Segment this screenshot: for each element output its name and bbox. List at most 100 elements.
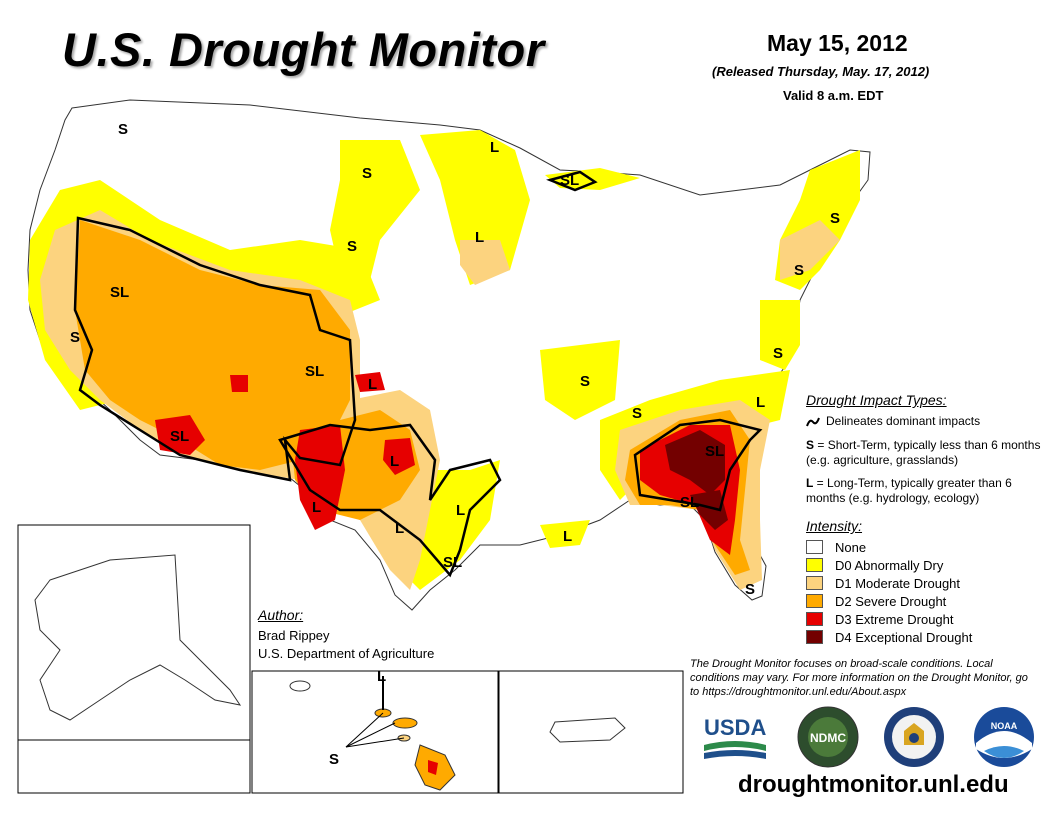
intensity-label: D3 Extreme Drought	[835, 611, 954, 627]
label-s-va: S	[773, 345, 783, 362]
d0-midatlantic	[760, 300, 800, 370]
map-date: May 15, 2012	[767, 30, 908, 56]
label-s-mt: S	[362, 165, 372, 182]
impact-line-label: Delineates dominant impacts	[826, 414, 981, 428]
intensity-swatch	[806, 630, 823, 644]
impact-labels: S S L SL L S S S SL S S SL L S S L SL L …	[70, 121, 840, 768]
hawaii-inset-frame	[251, 670, 499, 794]
label-sl-ga: SL	[705, 443, 724, 460]
release-date: (Released Thursday, May. 17, 2012)	[712, 64, 930, 79]
d1-northeast	[780, 220, 840, 280]
intensity-rows: None D0 Abnormally Dry D1 Moderate Drought…	[806, 538, 972, 646]
author-org: U.S. Department of Agriculture	[258, 646, 435, 661]
d3-arizona	[155, 415, 205, 455]
disclaimer-note: The Drought Monitor focuses on broad-sca…	[690, 658, 1028, 698]
label-l-ms: L	[456, 502, 465, 519]
alaska-shape	[34, 554, 242, 721]
d2-west	[75, 220, 350, 470]
impact-line-icon	[806, 417, 820, 427]
label-s-pnw: S	[118, 121, 128, 138]
label-s-tn: S	[632, 405, 642, 422]
label-sl-la: SL	[443, 554, 462, 571]
puerto-rico-shape	[549, 717, 626, 743]
label-s-ar: S	[580, 373, 590, 390]
label-s-pa: S	[794, 262, 804, 279]
intensity-swatch	[806, 558, 823, 572]
intensity-swatch	[806, 612, 823, 626]
ndmc-logo: NDMC	[797, 706, 859, 768]
label-l-hawaii: L	[377, 668, 386, 685]
intensity-row: D2 Severe Drought	[806, 592, 972, 610]
intensity-legend-header: Intensity:	[806, 518, 863, 534]
label-s-hawaii: S	[329, 751, 339, 768]
impact-boundaries	[73, 170, 763, 578]
valid-time: Valid 8 a.m. EDT	[783, 88, 884, 103]
intensity-row: D1 Moderate Drought	[806, 574, 972, 592]
impact-line-key: Delineates dominant impacts	[806, 414, 980, 428]
impact-line-southeast	[633, 418, 763, 512]
commerce-seal	[884, 707, 944, 767]
intensity-row: D4 Exceptional Drought	[806, 628, 972, 646]
intensity-row: None	[806, 538, 972, 556]
label-sl-az: SL	[170, 428, 189, 445]
impact-line-michigan	[546, 170, 598, 192]
d4-south-ga	[690, 490, 728, 530]
label-l-tx: L	[390, 453, 399, 470]
label-l-gulf: L	[563, 528, 572, 545]
d4-regions	[665, 430, 728, 530]
label-s-sd: S	[347, 238, 357, 255]
label-l-ia: L	[475, 229, 484, 246]
usda-logo: USDA	[704, 715, 766, 759]
impact-line-west	[73, 216, 357, 482]
svg-text:NDMC: NDMC	[810, 731, 846, 745]
intensity-label: D2 Severe Drought	[835, 593, 947, 609]
short-term-text: = Short-Term, typically less than 6 mont…	[806, 438, 1041, 467]
d0-northplains	[330, 140, 420, 280]
label-l-ok: L	[368, 376, 377, 393]
label-sl-nv: SL	[110, 284, 129, 301]
short-term-key: S	[806, 438, 815, 452]
short-term-def: S = Short-Term, typically less than 6 mo…	[806, 438, 1046, 468]
d0-midsouth	[540, 340, 620, 420]
impact-legend: Drought Impact Types: Delineates dominan…	[806, 392, 1046, 505]
author-header: Author:	[258, 607, 304, 623]
svg-text:USDA: USDA	[704, 715, 766, 740]
long-term-def: L = Long-Term, typically greater than 6 …	[806, 476, 1046, 506]
hawaii-pointer-lines	[345, 712, 405, 748]
intensity-label: D4 Exceptional Drought	[835, 629, 973, 645]
long-term-text: = Long-Term, typically greater than 6 mo…	[806, 476, 1012, 505]
author-name: Brad Rippey	[258, 628, 330, 643]
author-block: Author: Brad Rippey U.S. Department of A…	[258, 606, 434, 663]
noaa-logo: NOAA	[974, 707, 1034, 767]
long-term-key: L	[806, 476, 814, 490]
label-l-nc: L	[756, 394, 765, 411]
label-l-tx-south: L	[395, 520, 404, 537]
label-sl-mi: SL	[560, 172, 579, 189]
intensity-label: None	[835, 539, 867, 555]
intensity-row: D0 Abnormally Dry	[806, 556, 972, 574]
d0-gulf	[540, 520, 590, 548]
map-title: U.S. Drought Monitor	[62, 23, 545, 76]
intensity-legend: Intensity: None D0 Abnormally Dry D1 Moder…	[806, 518, 972, 646]
svg-text:NOAA: NOAA	[991, 721, 1018, 731]
label-sl-co: SL	[305, 363, 324, 380]
intensity-label: D1 Moderate Drought	[835, 575, 961, 591]
d4-georgia	[665, 430, 725, 495]
label-s-ny: S	[830, 210, 840, 227]
d1-minnesota	[460, 240, 510, 285]
label-s-fl: S	[745, 581, 755, 598]
website-url[interactable]: droughtmonitor.unl.edu	[738, 771, 1009, 798]
label-s-ca: S	[70, 329, 80, 346]
intensity-swatch	[806, 540, 823, 554]
impact-legend-header: Drought Impact Types:	[806, 392, 947, 408]
label-l-tx-west: L	[312, 499, 321, 516]
d3-utah	[230, 375, 248, 392]
d0-minnesota	[420, 130, 530, 285]
partner-logos: USDA NDMC NOAA	[700, 705, 1040, 768]
label-sl-fl: SL	[680, 494, 699, 511]
d3-texas-central	[383, 438, 415, 475]
label-l-mn: L	[490, 139, 499, 156]
d3-oklahoma	[355, 372, 385, 392]
impact-line-texas	[278, 423, 502, 578]
